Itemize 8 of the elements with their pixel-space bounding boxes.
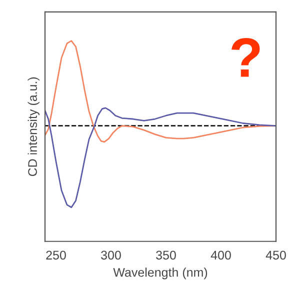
x-tick-label: 250 xyxy=(46,250,66,260)
annotation: ? xyxy=(232,38,260,77)
x-tick-label: 450 xyxy=(266,250,286,260)
x-axis-title: Wavelength (nm) xyxy=(113,268,208,280)
x-tick-label: 350 xyxy=(156,250,176,260)
y-axis-title: CD intensity (a.u.) xyxy=(28,77,40,176)
x-tick-label: 300 xyxy=(101,250,121,260)
x-tick-label: 400 xyxy=(210,250,231,260)
